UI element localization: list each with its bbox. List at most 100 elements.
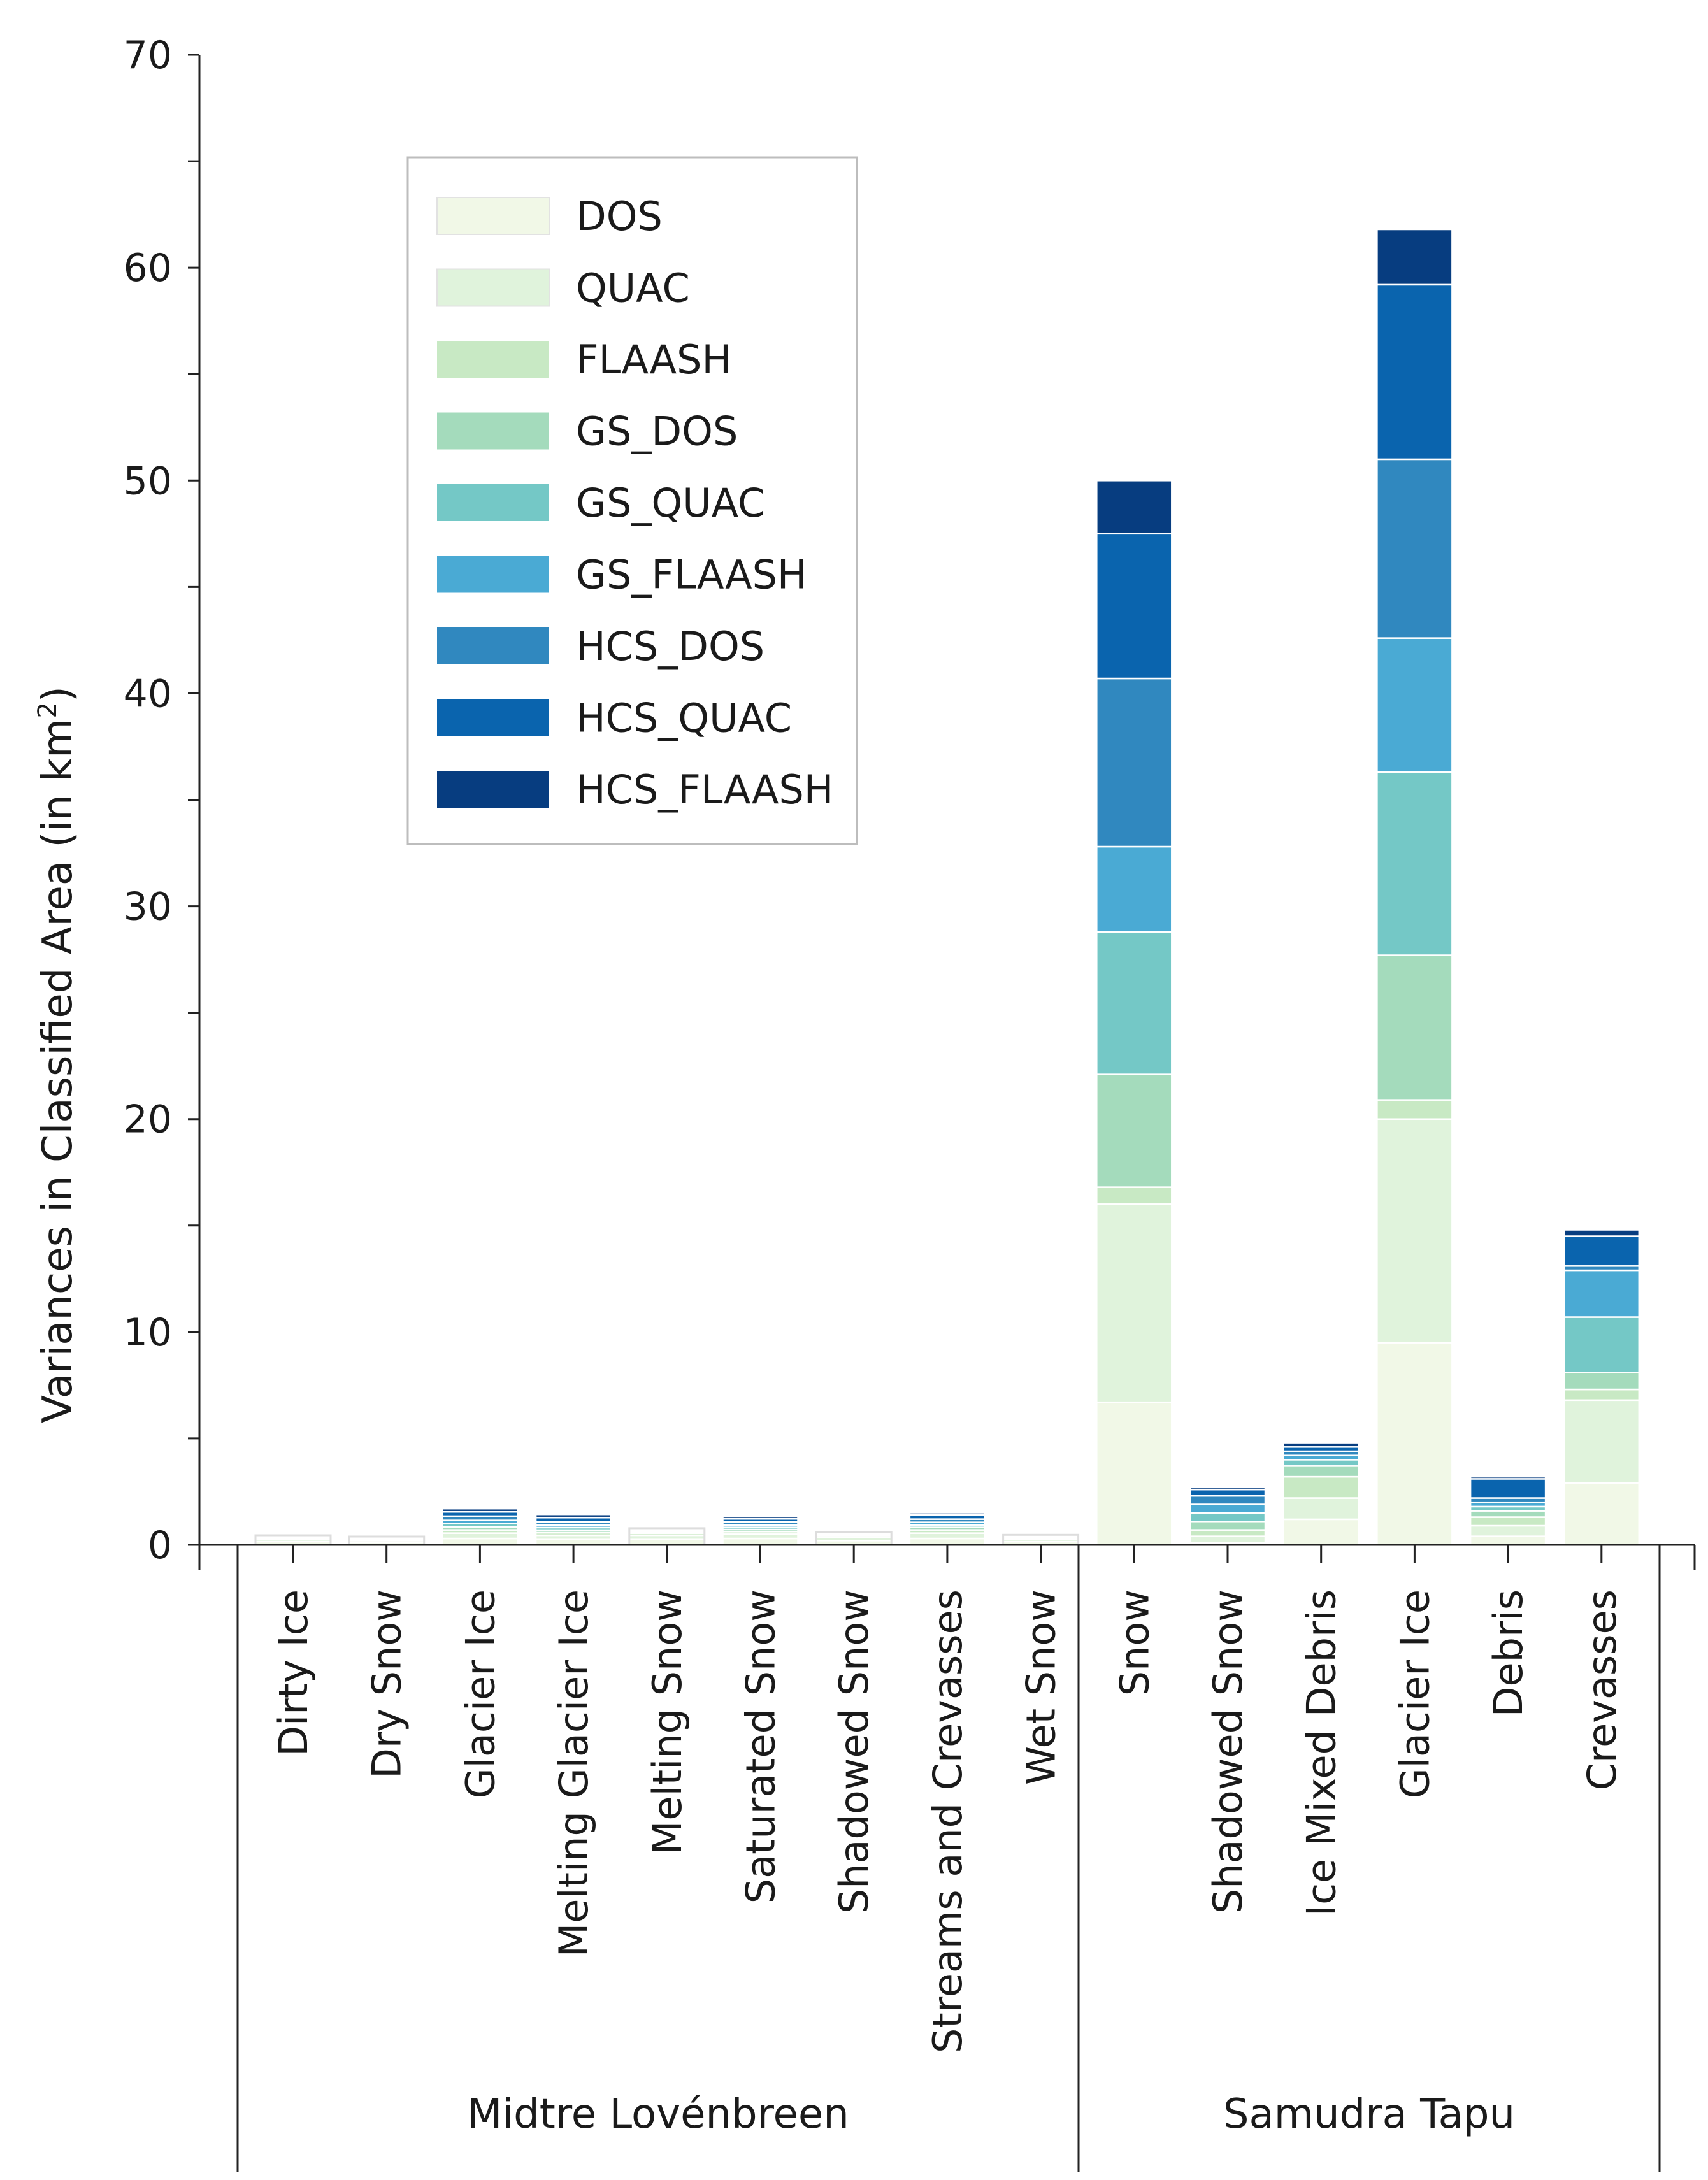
bar-segment-hcs-dos-12	[1376, 458, 1453, 639]
legend-label-hcs-flaash: HCS_FLAASH	[576, 766, 833, 813]
legend: DOS QUAC FLAASH GS_DOS GS_QUAC GS_FLAASH HCS_D…	[406, 156, 858, 845]
bar-segment-flaash-9	[1096, 1186, 1173, 1205]
bars-layer	[254, 228, 1640, 1546]
y-axis-title: Variances in Classified Area (in km2)	[33, 686, 82, 1423]
bar-segment-gs-dos-12	[1376, 954, 1453, 1101]
legend-swatch-gs-quac	[437, 484, 549, 521]
bar-segment-hcs-quac-12	[1376, 283, 1453, 461]
x-category-label-9: Snow	[1111, 1589, 1158, 1696]
x-category-label-5: Saturated Snow	[738, 1589, 784, 1904]
bar-segment-hcs-flaash-14	[1563, 1229, 1640, 1237]
legend-swatch-dos	[436, 197, 550, 235]
bar-stack-13	[1469, 1475, 1547, 1546]
bar-segment-hcs-flaash-7	[908, 1512, 986, 1516]
legend-label-hcs-dos: HCS_DOS	[576, 623, 764, 670]
legend-swatch-hcs-flaash	[437, 771, 549, 808]
bar-segment-hcs-flaash-13	[1469, 1475, 1547, 1480]
bar-segment-gs-dos-11	[1282, 1465, 1360, 1478]
legend-label-gs-flaash: GS_FLAASH	[576, 552, 807, 598]
x-category-label-14: Crevasses	[1579, 1589, 1625, 1790]
legend-swatch-hcs-quac	[437, 699, 549, 736]
bar-segment-hcs-flaash-11	[1282, 1442, 1360, 1448]
bar-segment-dos-11	[1282, 1518, 1360, 1546]
bar-segment-flaash-13	[1469, 1516, 1547, 1527]
bar-segment-hcs-quac-14	[1563, 1235, 1640, 1267]
legend-label-quac: QUAC	[576, 265, 690, 312]
bar-segment-gs-quac-12	[1376, 771, 1453, 956]
bar-stack-3	[535, 1513, 612, 1546]
bar-segment-hcs-flaash-2	[441, 1507, 519, 1513]
y-tick-label-0: 0	[148, 1523, 172, 1568]
bar-segment-hcs-dos-10	[1189, 1495, 1267, 1505]
y-tick-label-20: 20	[124, 1098, 172, 1142]
x-category-label-6: Shadowed Snow	[831, 1589, 877, 1914]
x-category-label-0: Dirty Ice	[270, 1589, 317, 1756]
bar-segment-flaash-10	[1189, 1529, 1267, 1537]
bar-stack-11	[1282, 1442, 1360, 1546]
group-label-1: Samudra Tapu	[1223, 2091, 1515, 2138]
x-category-label-3: Melting Glacier Ice	[550, 1589, 597, 1957]
y-tick-label-40: 40	[124, 671, 172, 716]
bar-stack-2	[441, 1507, 519, 1546]
x-category-label-1: Dry Snow	[364, 1589, 410, 1779]
bar-segment-gs-flaash-9	[1096, 845, 1173, 933]
y-tick-label-70: 70	[124, 33, 172, 78]
x-category-label-11: Ice Mixed Debris	[1298, 1589, 1345, 1916]
bar-stack-9	[1096, 480, 1173, 1546]
x-category-label-2: Glacier Ice	[457, 1589, 503, 1798]
bar-stack-7	[908, 1512, 986, 1546]
x-category-label-10: Shadowed Snow	[1205, 1589, 1251, 1914]
y-axis-title-main: Variances in Classified Area (in km	[34, 719, 82, 1423]
bar-stack-14	[1563, 1229, 1640, 1546]
y-tick-label-50: 50	[124, 459, 172, 503]
bar-segment-quac-9	[1096, 1203, 1173, 1403]
y-tick-label-10: 10	[124, 1310, 172, 1355]
bar-segment-gs-dos-14	[1563, 1372, 1640, 1391]
bar-segment-hcs-flaash-10	[1189, 1486, 1267, 1491]
legend-label-gs-quac: GS_QUAC	[576, 480, 765, 526]
legend-swatch-gs-flaash	[437, 556, 549, 593]
bar-stack-12	[1376, 228, 1453, 1546]
y-tick-label-30: 30	[124, 885, 172, 929]
bar-segment-gs-dos-13	[1469, 1510, 1547, 1518]
bar-segment-gs-quac-14	[1563, 1316, 1640, 1373]
legend-label-dos: DOS	[576, 193, 663, 240]
bar-segment-gs-dos-10	[1189, 1520, 1267, 1531]
x-category-label-12: Glacier Ice	[1391, 1589, 1438, 1798]
bar-segment-hcs-dos-9	[1096, 677, 1173, 848]
bar-segment-gs-quac-11	[1282, 1459, 1360, 1467]
legend-swatch-quac	[436, 268, 550, 307]
bar-segment-hcs-quac-13	[1469, 1478, 1547, 1499]
bar-stack-10	[1189, 1486, 1267, 1546]
bar-segment-quac-10	[1189, 1535, 1267, 1544]
bar-segment-quac-2	[441, 1532, 519, 1540]
bar-stack-0	[254, 1534, 332, 1546]
bar-segment-hcs-quac-10	[1189, 1488, 1267, 1497]
bar-segment-hcs-flaash-5	[722, 1516, 799, 1520]
bar-segment-dos-12	[1376, 1342, 1453, 1546]
bar-stack-4	[628, 1527, 706, 1546]
bar-segment-gs-quac-10	[1189, 1512, 1267, 1523]
bar-segment-gs-dos-9	[1096, 1073, 1173, 1188]
bar-stack-1	[348, 1535, 426, 1546]
legend-swatch-flaash	[437, 341, 549, 378]
bar-segment-quac-12	[1376, 1118, 1453, 1344]
y-axis-title-close: )	[34, 686, 82, 702]
bar-segment-gs-flaash-10	[1189, 1503, 1267, 1514]
x-category-label-8: Wet Snow	[1018, 1589, 1065, 1785]
group-label-0: Midtre Lovénbreen	[467, 2091, 849, 2138]
x-category-label-13: Debris	[1485, 1589, 1532, 1717]
bar-stack-8	[1002, 1533, 1080, 1546]
bar-segment-hcs-flaash-9	[1096, 480, 1173, 535]
bar-stack-6	[815, 1531, 893, 1546]
legend-swatch-gs-dos	[437, 412, 549, 450]
bar-segment-quac-7	[908, 1532, 986, 1540]
bar-segment-hcs-flaash-12	[1376, 228, 1453, 286]
bar-stack-5	[722, 1516, 799, 1546]
x-category-label-7: Streams and Crevasses	[924, 1589, 971, 2053]
bar-segment-dos-13	[1469, 1535, 1547, 1546]
legend-label-flaash: FLAASH	[576, 336, 731, 383]
labels-layer: 0 10 20 30 40 50 60 70 Dirty Ice Dry Snow Glacier …	[33, 33, 1625, 2138]
